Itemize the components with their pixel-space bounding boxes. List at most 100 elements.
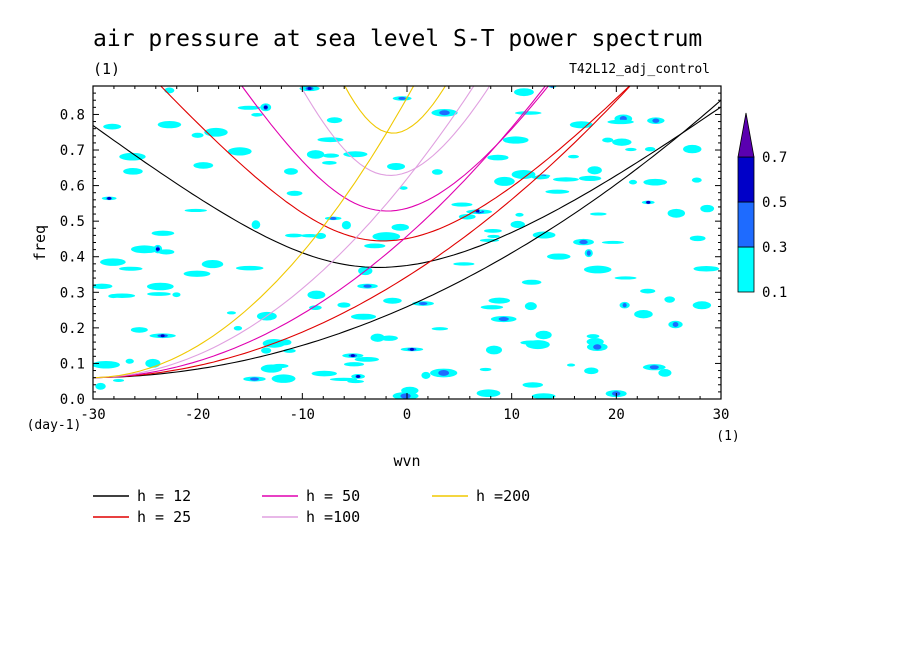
contour-region-low — [524, 302, 537, 311]
contour-region-low — [286, 190, 303, 196]
contour-region-low — [146, 282, 174, 291]
y-tick-label: 0.7 — [60, 143, 85, 159]
contour-region-low — [602, 137, 614, 143]
legend-label: h = 25 — [137, 508, 191, 526]
dispersion-curve-ig — [93, 106, 721, 268]
contour-region-low — [372, 232, 401, 241]
contour-region-low — [307, 290, 326, 300]
contour-region-low — [354, 356, 380, 362]
chart-title: air pressure at sea level S-T power spec… — [93, 26, 702, 52]
contour-region-low — [172, 292, 181, 298]
contour-region-low — [601, 240, 625, 244]
contour-region-low — [109, 293, 136, 298]
contour-region-low — [151, 230, 175, 236]
contour-region-low — [317, 137, 344, 143]
contour-region-low — [261, 347, 272, 354]
units-label: (1) — [93, 60, 120, 78]
colorbar-extend-arrow — [737, 112, 755, 158]
contour-region-low — [640, 288, 656, 294]
contour-region-low — [567, 154, 580, 159]
contour-region-low — [284, 168, 298, 175]
contour-region-low — [285, 233, 303, 238]
contour-region-low — [485, 345, 503, 355]
contour-region-low — [251, 220, 261, 230]
contour-region-low — [644, 147, 656, 152]
contour-region-mid — [579, 239, 588, 245]
y-tick-label: 0.6 — [60, 179, 85, 195]
contour-region-mid — [249, 377, 259, 381]
contour-region-high — [107, 196, 112, 200]
contour-region-low — [364, 243, 386, 249]
contour-region-low — [586, 334, 600, 339]
contour-region-low — [337, 302, 351, 308]
contour-region-low — [380, 335, 398, 341]
dispersion-curve-kelvin — [93, 86, 475, 379]
contour-region-low — [658, 369, 672, 377]
contour-region-low — [510, 220, 525, 229]
contour-region-low — [193, 162, 214, 169]
contour-region-low — [691, 177, 702, 183]
legend-label: h =200 — [476, 487, 530, 505]
contour-region-low — [578, 175, 602, 181]
contour-region-high — [350, 354, 355, 358]
contour-region-low — [643, 178, 668, 186]
dispersion-curve-ig — [344, 86, 446, 134]
dispersion-curve-ig — [299, 86, 491, 176]
contour-region-low — [521, 279, 542, 285]
contour-region-low — [488, 297, 511, 304]
contour-region-low — [100, 258, 126, 266]
contour-region-low — [341, 220, 351, 230]
contour-region-low — [201, 259, 224, 269]
y-tick-label: 0.5 — [60, 214, 85, 230]
contour-region-low — [607, 119, 634, 125]
contour-region-low — [453, 262, 475, 266]
colorbar-label: 0.5 — [762, 195, 787, 211]
x-tick-label: 0 — [403, 407, 411, 423]
contour-region-low — [226, 311, 237, 315]
contour-region-low — [628, 179, 638, 185]
contour-region-mid — [622, 302, 627, 308]
y-tick-label: 0.8 — [60, 107, 85, 123]
contour-region-low — [569, 121, 593, 129]
colorbar-segment — [737, 201, 755, 248]
contour-region-low — [271, 363, 289, 369]
dispersion-curve-ig — [159, 86, 631, 242]
y-tick-label: 0.2 — [60, 321, 85, 337]
contour-region-low — [311, 370, 337, 377]
x-tick-label: -10 — [290, 407, 315, 423]
contour-region-low — [479, 367, 492, 372]
colorbar-label: 0.1 — [762, 285, 787, 301]
contour-region-low — [584, 367, 599, 375]
contour-region-low — [531, 175, 550, 180]
x-tick-label: 20 — [608, 407, 625, 423]
contour-region-low — [387, 162, 406, 171]
contour-region-low — [451, 202, 473, 207]
contour-region-low — [329, 377, 358, 381]
contour-region-low — [700, 204, 715, 213]
contour-region-low — [612, 138, 632, 146]
contour-region-low — [370, 333, 385, 342]
contour-region-low — [431, 169, 443, 175]
contour-region-low — [112, 378, 125, 382]
dispersion-curve-kelvin — [93, 86, 547, 379]
contour-region-low — [322, 161, 337, 165]
contour-region-low — [514, 111, 542, 115]
contour-region-mid — [418, 302, 428, 306]
x-tick-label: -20 — [185, 407, 210, 423]
colorbar-segment — [737, 156, 755, 203]
x-tick-label: -30 — [80, 407, 105, 423]
contour-region-low — [130, 327, 148, 333]
legend-label: h =100 — [306, 508, 360, 526]
contour-region-mid — [652, 118, 660, 123]
contour-region-low — [125, 358, 134, 364]
contour-region-low — [531, 393, 556, 399]
contour-region-low — [306, 150, 325, 159]
x-unit-label: (1) — [716, 429, 739, 444]
dispersion-curve-kelvin — [93, 86, 415, 379]
contour-region-low — [431, 327, 449, 331]
contour-region-high — [263, 105, 268, 109]
dispersion-curve-kelvin — [93, 86, 631, 379]
y-tick-label: 0.1 — [60, 356, 85, 372]
contour-region-low — [664, 296, 675, 303]
